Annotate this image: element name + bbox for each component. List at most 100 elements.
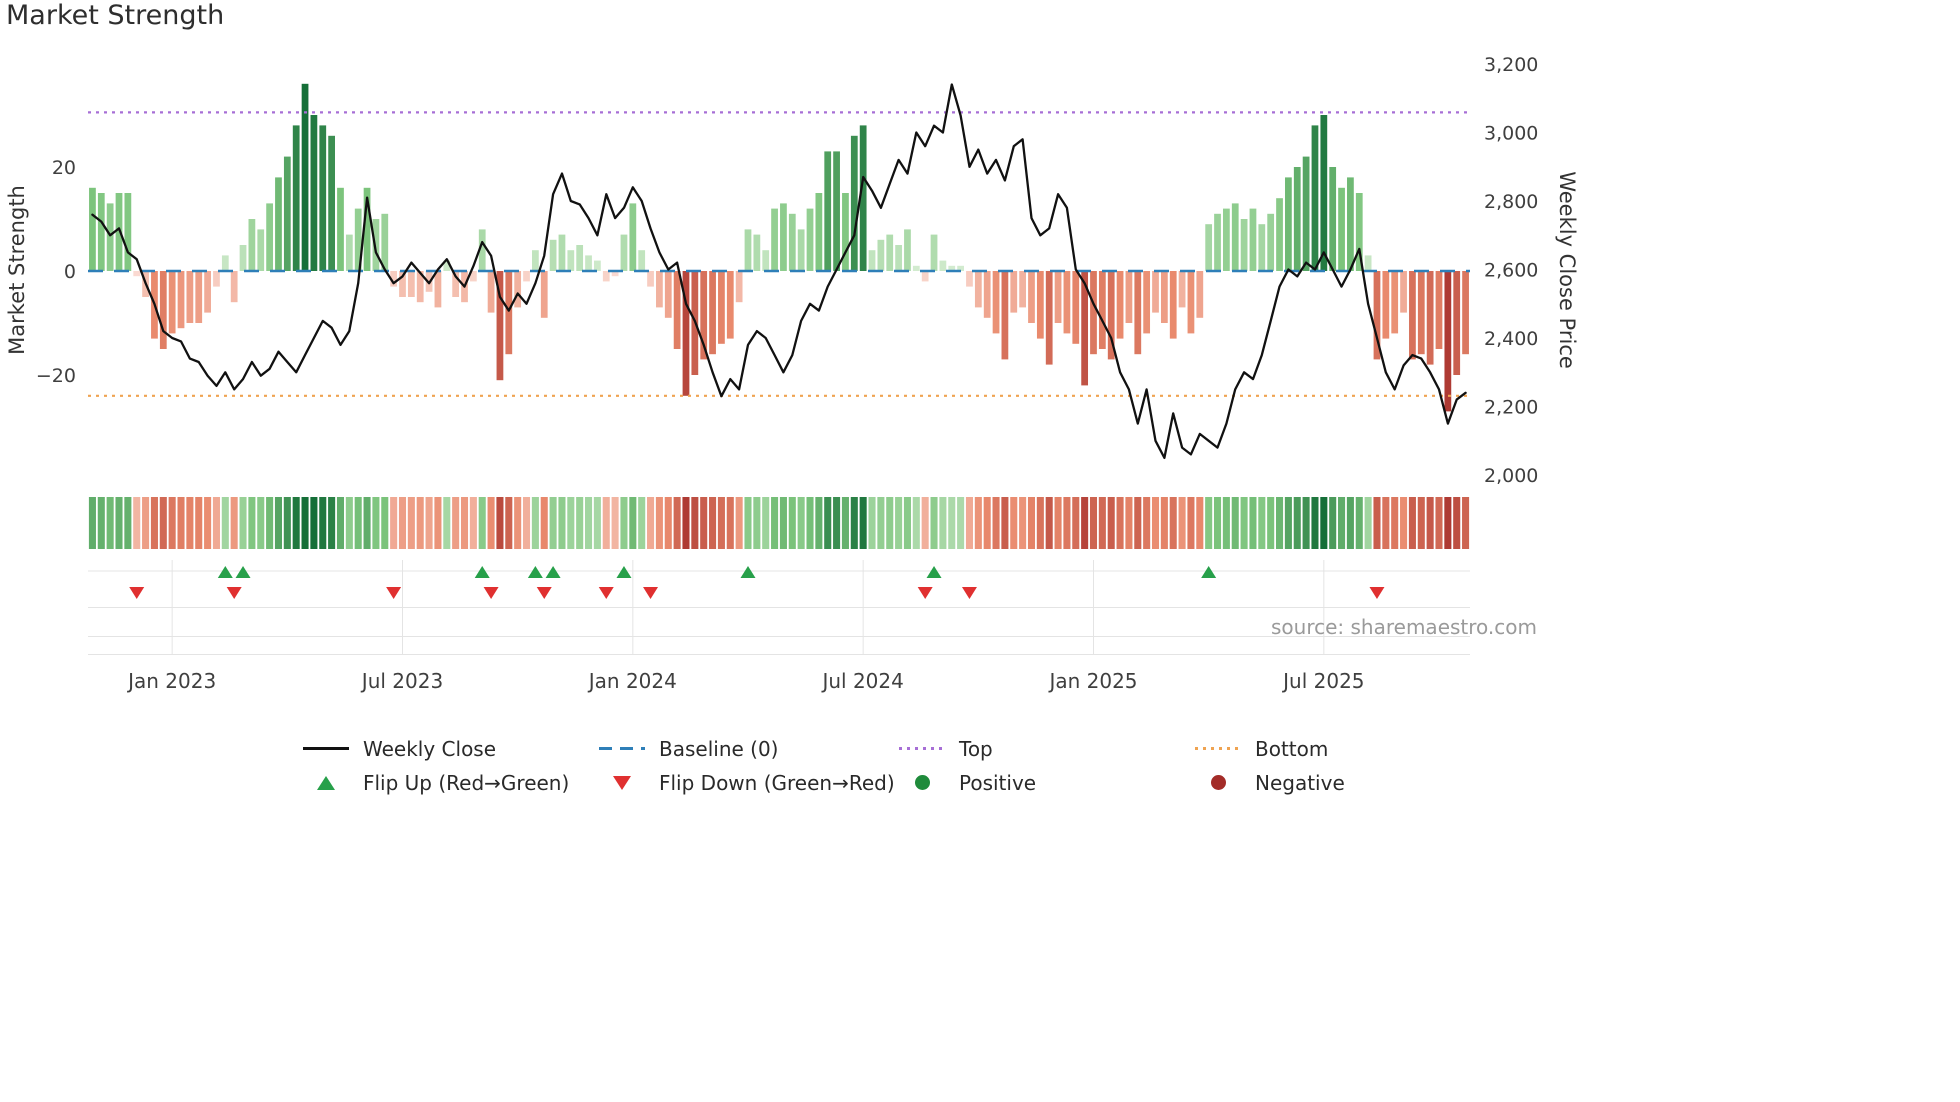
strength-bar [1249, 208, 1257, 271]
strength-bar [833, 151, 840, 271]
heatmap-cell [1036, 497, 1044, 549]
strength-bar [656, 271, 663, 308]
legend-label: Weekly Close [363, 736, 497, 761]
strength-bar [354, 208, 362, 271]
heatmap-cell [868, 497, 876, 549]
heatmap-cell [593, 497, 601, 549]
x-axis-tick: Jan 2023 [126, 669, 216, 693]
strength-bar [859, 125, 867, 272]
x-axis-tick: Jul 2024 [820, 669, 903, 693]
heatmap-cell [522, 497, 531, 549]
x-axis-tick: Jan 2024 [587, 669, 677, 693]
strength-bar [1160, 271, 1168, 323]
flip-down-marker [536, 587, 552, 599]
x-axis-tick: Jul 2025 [1281, 669, 1364, 693]
lower-panel-gridlines [88, 560, 1470, 655]
strength-bar [363, 187, 371, 271]
strength-bar [186, 271, 194, 323]
legend-label: Bottom [1255, 736, 1329, 761]
strength-bar [1178, 271, 1186, 308]
heatmap-cell [1293, 497, 1301, 549]
negative-swatch-icon [1195, 775, 1241, 790]
strength-bar [275, 177, 282, 271]
heatmap-cell [1231, 497, 1239, 549]
heatmap-cell [248, 497, 256, 549]
line-swatch [303, 747, 349, 750]
heatmap-cell [1205, 497, 1213, 549]
strength-bar [753, 234, 761, 271]
strength-bar [496, 271, 504, 381]
heatmap-cell [691, 497, 699, 549]
heatmap-cell [97, 497, 105, 549]
heatmap-cell [505, 497, 513, 549]
strength-bar [1267, 213, 1275, 271]
strength-bar [337, 187, 344, 271]
heatmap-cell [850, 497, 858, 549]
strength-bar [168, 271, 176, 334]
heatmap-cell [1187, 497, 1195, 549]
strength-bar [1240, 219, 1248, 271]
strength-bar [877, 239, 885, 271]
y-axis-tick-left: −20 [36, 365, 76, 387]
flip-down-marker [643, 587, 659, 599]
heatmap-cell [1284, 497, 1292, 549]
heatmap-cell [531, 497, 539, 549]
heatmap-cell [142, 497, 150, 549]
strength-bar [540, 271, 548, 318]
heatmap-cell [602, 497, 610, 549]
strength-bar [1453, 271, 1461, 375]
right-axis-title: Weekly Close Price [1555, 171, 1579, 369]
strength-bar [797, 229, 805, 271]
strength-bar [1125, 271, 1133, 323]
heatmap-cell [576, 497, 584, 549]
heatmap-cell [992, 497, 1000, 549]
strength-bar [1391, 271, 1399, 334]
strength-bar [815, 193, 823, 271]
strength-bar [1409, 271, 1416, 360]
strength-bar [266, 203, 273, 271]
strength-bar [1169, 271, 1177, 339]
legend-label: Flip Up (Red→Green) [363, 770, 570, 795]
strength-bar [381, 213, 389, 271]
heatmap-cell [664, 497, 672, 549]
strength-bar [257, 229, 265, 271]
strength-bar [283, 156, 291, 271]
strength-bar [1090, 271, 1097, 355]
heatmap-cell [345, 497, 353, 549]
strength-bar [124, 193, 132, 271]
heatmap-cell [328, 497, 336, 549]
heatmap-cell [354, 497, 362, 549]
heatmap-cell [700, 497, 708, 549]
heatmap-cell [434, 497, 442, 549]
strength-bar [629, 203, 637, 271]
heatmap-cell [381, 497, 389, 549]
strength-bar [1028, 271, 1035, 323]
heatmap-cell [257, 497, 265, 549]
strength-bar [824, 151, 832, 271]
heatmap-cell [717, 497, 725, 549]
y-axis-tick-right: 2,600 [1484, 260, 1538, 282]
flip-down-marker [961, 587, 977, 599]
legend-item-bottom: Bottom [1195, 736, 1491, 761]
strength-bar [399, 271, 406, 297]
legend-label: Top [959, 736, 993, 761]
heatmap-cell [124, 497, 132, 549]
legend-label: Flip Down (Green→Red) [659, 770, 895, 795]
strength-bar [974, 271, 982, 308]
strength-bar [850, 135, 858, 271]
strength-bar [762, 250, 770, 271]
strength-bar [682, 271, 690, 396]
heatmap-cell [1125, 497, 1133, 549]
legend-label: Negative [1255, 770, 1345, 795]
circle-swatch [914, 775, 930, 790]
strength-bar [1231, 203, 1239, 271]
strength-bar [1347, 177, 1354, 271]
strength-bar [1462, 271, 1469, 355]
flip-up-marker [616, 566, 632, 578]
strength-bar [407, 271, 415, 297]
heatmap-cell [744, 497, 752, 549]
strength-bar [1320, 115, 1328, 271]
flip-up-red-green-swatch-icon [303, 775, 349, 790]
heatmap-cell [549, 497, 557, 549]
